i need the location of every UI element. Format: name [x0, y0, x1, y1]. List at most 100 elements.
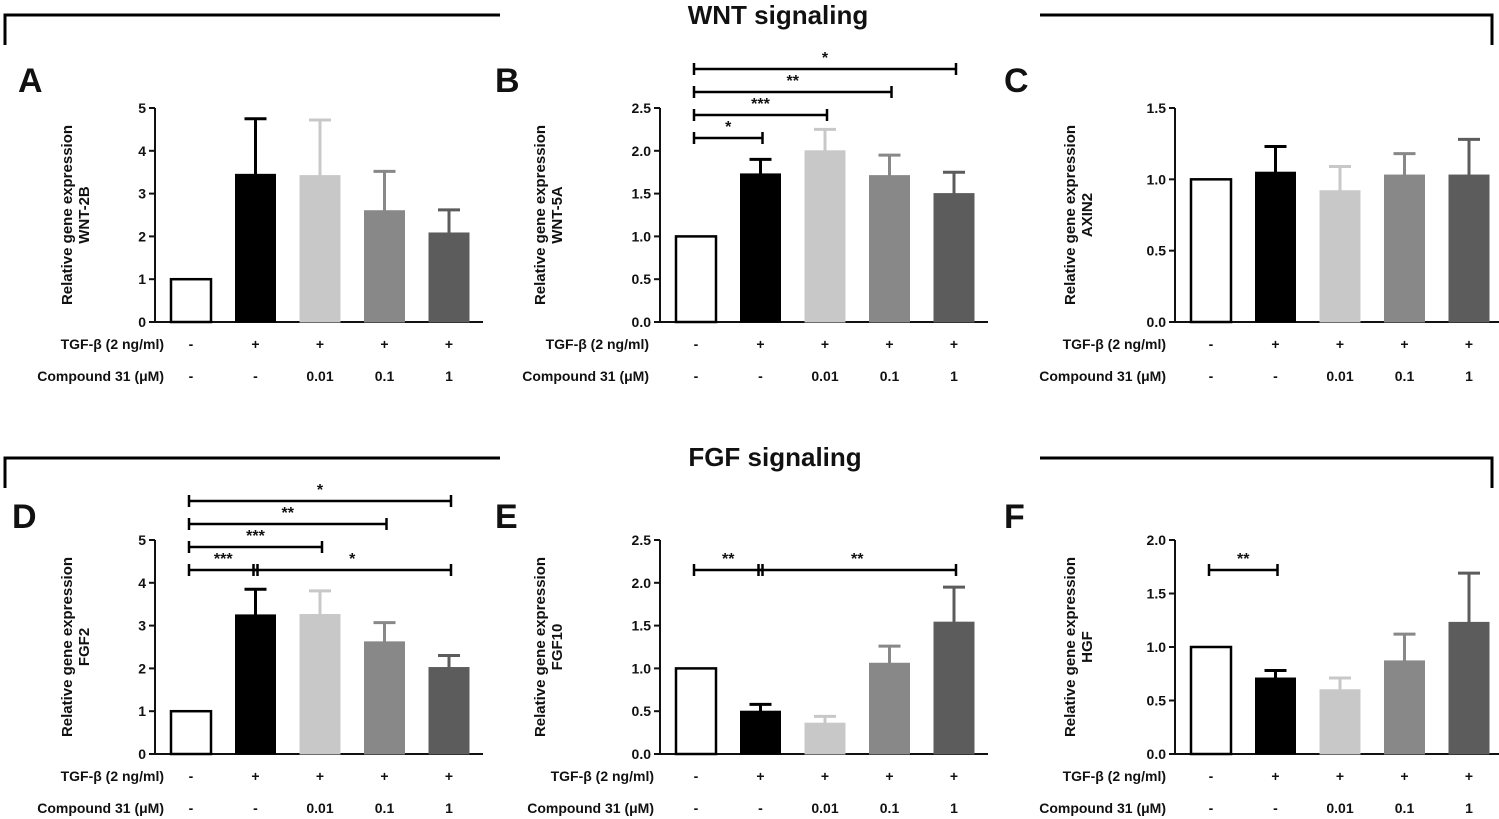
compound-condition: 0.1 [1395, 368, 1415, 384]
y-tick-label: 4 [138, 143, 146, 159]
section-bracket-right [1040, 13, 1494, 45]
compound-row-label: Compound 31 (μM) [37, 800, 164, 816]
significance-label: ** [722, 551, 735, 568]
y-tick-label: 2.5 [632, 532, 652, 548]
bar [933, 621, 975, 755]
bar [1319, 190, 1361, 323]
compound-condition: 0.1 [375, 368, 395, 384]
bar [428, 667, 470, 755]
compound-condition: 0.01 [1326, 368, 1353, 384]
compound-condition: - [694, 800, 699, 816]
y-tick-label: 1.0 [1147, 639, 1167, 655]
compound-row-label: Compound 31 (μM) [1039, 368, 1166, 384]
compound-row-label: Compound 31 (μM) [522, 368, 649, 384]
y-axis-label-gene: FGF10 [549, 624, 566, 671]
section-bracket-right [1040, 456, 1494, 488]
significance-label: * [317, 482, 324, 499]
tgf-condition: + [821, 336, 829, 352]
tgf-row-label: TGF-β (2 ng/ml) [61, 336, 164, 352]
significance-label: *** [246, 528, 265, 545]
y-axis-label-line1: Relative gene expression [59, 125, 76, 305]
bar [1384, 174, 1425, 323]
y-tick-label: 1 [138, 703, 146, 719]
tgf-condition: - [694, 336, 699, 352]
y-axis-label-gene: FGF2 [76, 628, 93, 666]
bar [364, 210, 405, 323]
compound-condition: 1 [950, 800, 958, 816]
y-axis-label: Relative gene expressionHGF [1062, 557, 1096, 737]
bar [804, 150, 846, 323]
panel-e: E Relative gene expressionFGF10 0.0 0.5 1.0 1… [495, 498, 988, 816]
y-tick-label: 2 [138, 660, 146, 676]
compound-condition: - [1273, 800, 1278, 816]
tgf-condition: + [1336, 768, 1344, 784]
bar [1319, 689, 1361, 755]
significance-label: * [349, 551, 356, 568]
section-bracket-left [3, 13, 500, 45]
significance-label: * [822, 50, 829, 67]
panel-letter: C [1004, 62, 1029, 100]
bar [740, 710, 781, 755]
significance-label: *** [751, 96, 770, 113]
y-tick-label: 0.5 [632, 703, 652, 719]
significance-label: ** [282, 505, 295, 522]
compound-condition: 0.01 [306, 368, 333, 384]
bar [364, 641, 405, 755]
bar [740, 173, 781, 323]
y-axis-label: Relative gene expressionAXIN2 [1062, 125, 1096, 305]
compound-condition: 1 [445, 800, 453, 816]
tgf-condition: + [950, 336, 958, 352]
tgf-condition: + [316, 336, 324, 352]
y-tick-label: 1.5 [632, 186, 652, 202]
compound-condition: 1 [950, 368, 958, 384]
panel-f: F Relative gene expressionHGF 0.0 0.5 1.0 1.5… [1004, 498, 1499, 816]
section-fgf: FGF signaling [3, 442, 1494, 488]
y-axis-label-gene: WNT-5A [549, 186, 566, 244]
bar [235, 173, 276, 323]
y-axis-label: Relative gene expressionWNT-5A [532, 125, 566, 305]
tgf-condition: - [694, 768, 699, 784]
tgf-condition: + [380, 336, 388, 352]
bar [1255, 677, 1296, 755]
panel-letter: E [495, 498, 518, 536]
y-axis-label-line1: Relative gene expression [532, 125, 549, 305]
y-tick-label: 2.5 [632, 100, 652, 116]
tgf-condition: + [1271, 336, 1279, 352]
tgf-condition: + [950, 768, 958, 784]
tgf-condition: + [821, 768, 829, 784]
tgf-condition: - [1209, 336, 1214, 352]
y-tick-label: 2.0 [1147, 532, 1167, 548]
compound-condition: - [758, 368, 763, 384]
tgf-condition: + [1465, 768, 1473, 784]
y-tick-label: 3 [138, 186, 146, 202]
tgf-condition: - [189, 768, 194, 784]
compound-condition: 0.1 [1395, 800, 1415, 816]
tgf-row-label: TGF-β (2 ng/ml) [61, 768, 164, 784]
y-axis-label-line1: Relative gene expression [1062, 125, 1079, 305]
compound-condition: 0.01 [811, 800, 838, 816]
section-bracket-left [3, 456, 500, 488]
bar [235, 614, 276, 755]
y-tick-label: 1.0 [632, 660, 652, 676]
compound-row-label: Compound 31 (μM) [1039, 800, 1166, 816]
compound-condition: - [1273, 368, 1278, 384]
bar [1448, 174, 1490, 323]
compound-condition: 0.1 [375, 800, 395, 816]
bar [299, 175, 341, 323]
bar [299, 613, 341, 755]
y-tick-label: 0.0 [632, 746, 652, 762]
significance-label: ** [851, 551, 864, 568]
y-tick-label: 4 [138, 575, 146, 591]
panel-c: C Relative gene expressionAXIN2 0.0 0.5 1.0 1… [1004, 62, 1499, 384]
bar [674, 235, 718, 324]
y-tick-label: 1 [138, 271, 146, 287]
compound-condition: 0.01 [306, 800, 333, 816]
tgf-condition: + [1271, 768, 1279, 784]
y-tick-label: 0.0 [632, 314, 652, 330]
tgf-condition: - [189, 336, 194, 352]
compound-condition: - [253, 368, 258, 384]
y-tick-label: 1.5 [1147, 100, 1167, 116]
y-tick-label: 0.5 [632, 271, 652, 287]
compound-condition: - [758, 800, 763, 816]
